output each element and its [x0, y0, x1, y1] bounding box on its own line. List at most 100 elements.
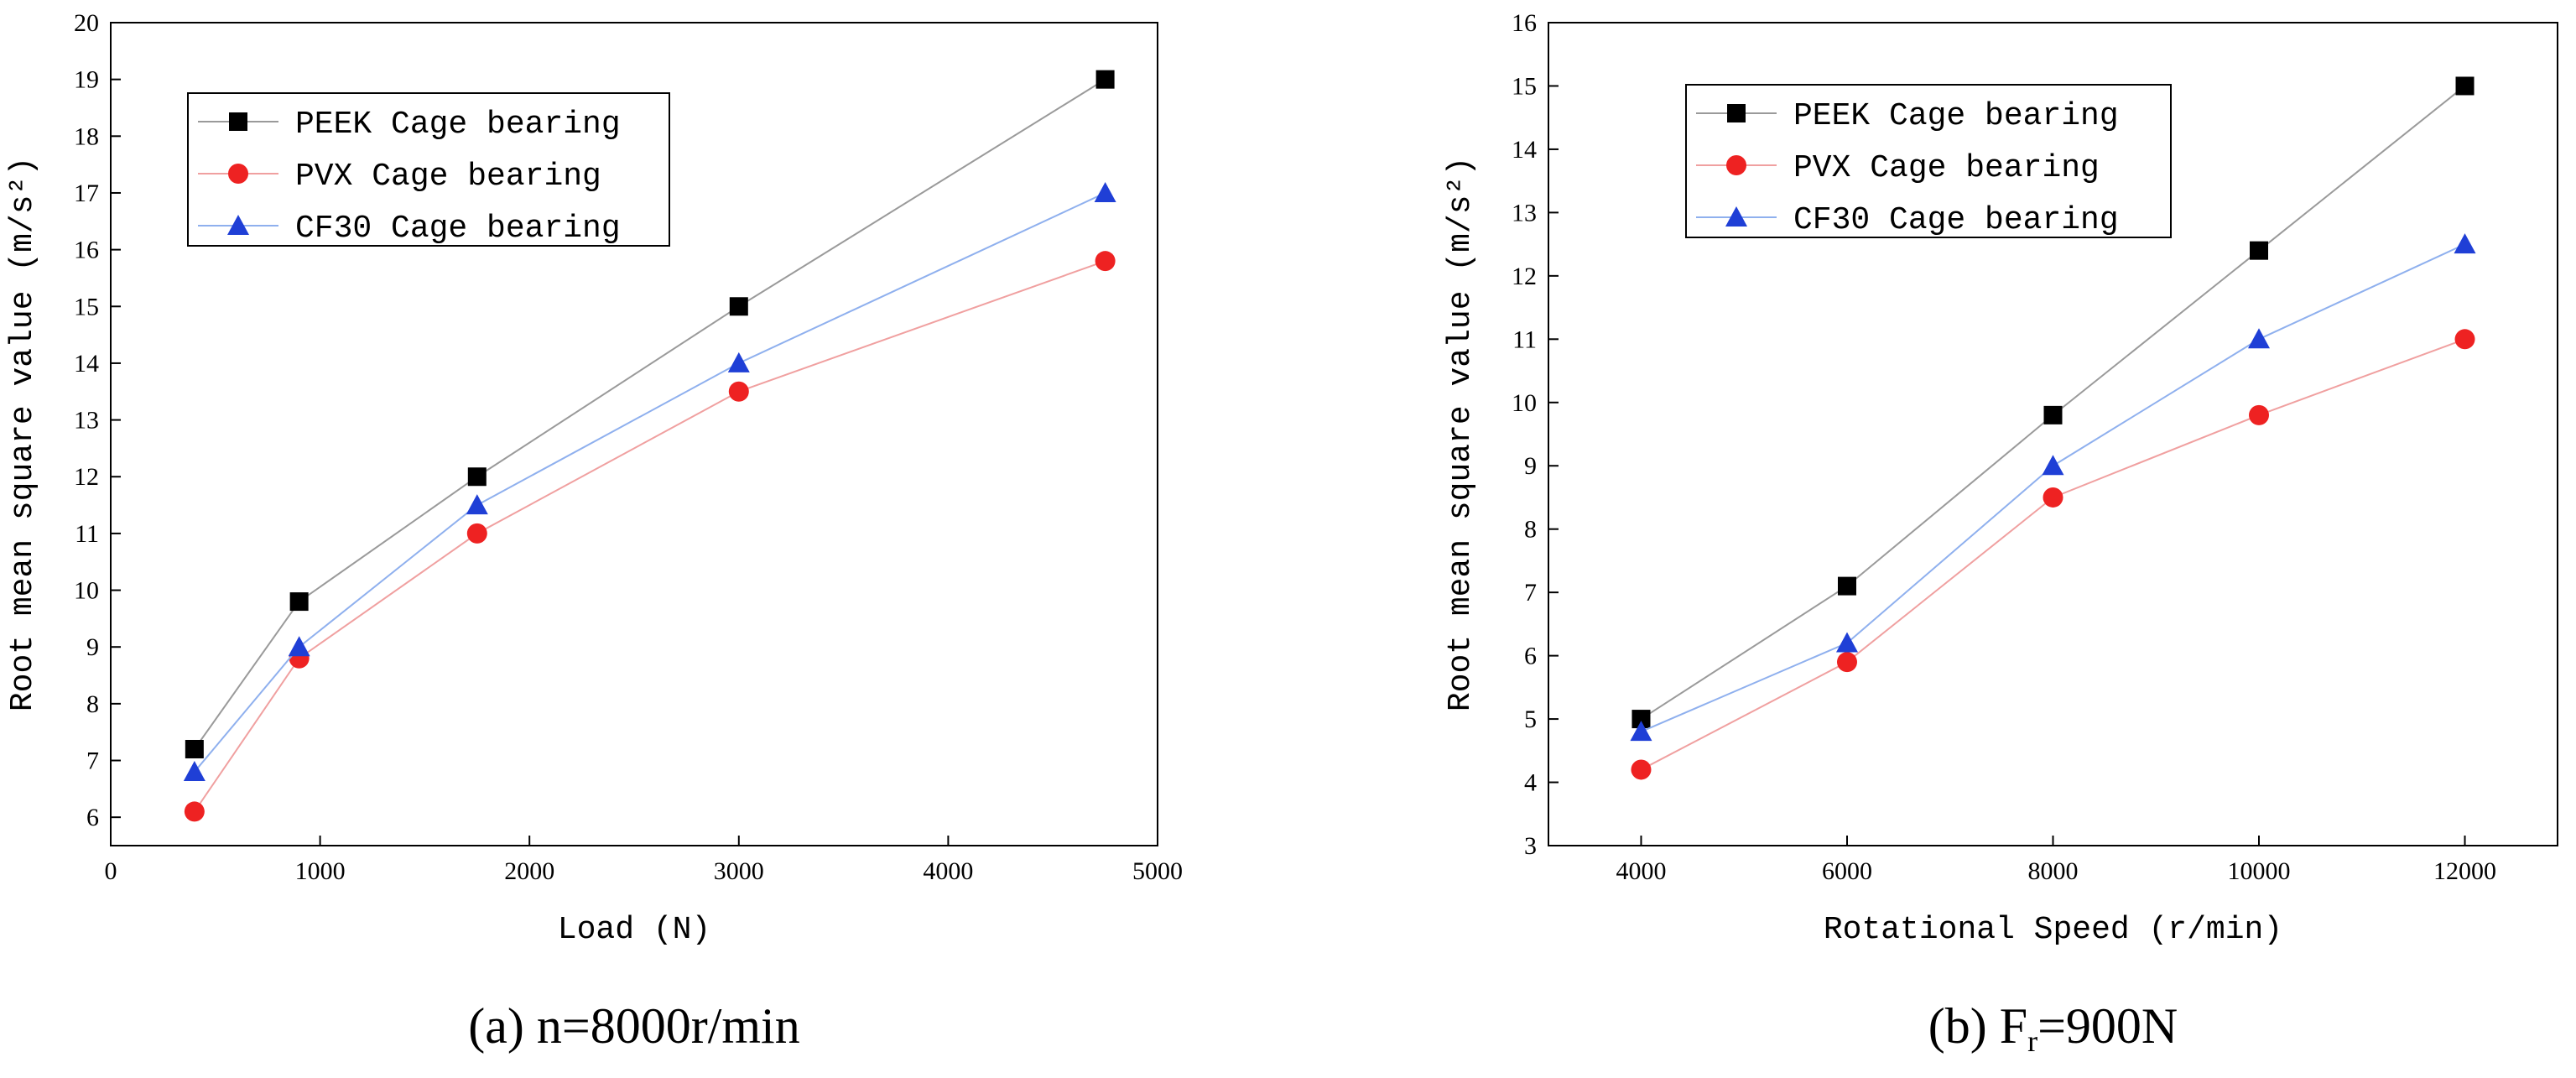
data-point [184, 801, 205, 822]
y-tick-label: 20 [74, 9, 99, 37]
y-tick-label: 9 [1524, 452, 1537, 480]
legend-marker [228, 164, 248, 184]
data-point [1631, 710, 1651, 729]
legend-label: CF30 Cage bearing [1793, 202, 2119, 238]
data-point [729, 297, 748, 316]
data-point [466, 523, 487, 544]
y-tick-label: 16 [74, 237, 99, 264]
chart-b-series [1630, 76, 2476, 780]
chart-b-legend: PEEK Cage bearing PVX Cage bearing CF30 Ca… [1685, 84, 2172, 238]
y-tick-label: 7 [86, 747, 99, 775]
x-tick-label: 10000 [2228, 857, 2291, 885]
data-point [2042, 455, 2064, 476]
data-point [2248, 328, 2271, 349]
data-point [467, 467, 487, 487]
data-point [183, 761, 206, 782]
data-point [2455, 76, 2475, 96]
chart-b-caption-subscript: r [2027, 1024, 2037, 1058]
data-point [2250, 241, 2269, 260]
y-tick-label: 12 [1512, 263, 1537, 290]
data-point [1631, 759, 1652, 780]
y-tick-label: 13 [74, 407, 99, 435]
data-point [1837, 576, 1856, 596]
y-tick-label: 15 [1512, 72, 1537, 100]
y-tick-label: 18 [74, 122, 99, 150]
x-tick-label: 5000 [1132, 857, 1183, 885]
chart-a-x-axis-label: Load (N) [558, 912, 710, 948]
y-tick-label: 3 [1524, 832, 1537, 860]
x-tick-label: 12000 [2433, 857, 2496, 885]
legend-marker [229, 112, 247, 131]
y-tick-label: 10 [1512, 389, 1537, 417]
data-point [1095, 70, 1115, 89]
y-tick-label: 11 [1512, 325, 1537, 353]
legend-label: PVX Cage bearing [295, 159, 601, 195]
y-tick-label: 9 [86, 633, 99, 661]
y-tick-label: 8 [86, 690, 99, 718]
data-point [2249, 404, 2270, 425]
chart-a-legend: PEEK Cage bearing PVX Cage bearing CF30 Ca… [187, 92, 670, 247]
chart-b-x-axis-label: Rotational Speed (r/min) [1824, 912, 2282, 948]
y-tick-label: 13 [1512, 199, 1537, 227]
x-tick-label: 3000 [714, 857, 764, 885]
data-point [2043, 405, 2063, 424]
x-tick-label: 8000 [2028, 857, 2079, 885]
x-tick-label: 1000 [295, 857, 346, 885]
data-point [727, 352, 750, 372]
y-tick-label: 4 [1524, 769, 1537, 797]
data-point [288, 636, 310, 657]
chart-b-y-axis-label: Root mean square value (m/s²) [1443, 157, 1479, 711]
data-point [466, 494, 488, 515]
y-tick-label: 10 [74, 577, 99, 605]
series-line [1641, 338, 2465, 771]
y-tick-label: 14 [74, 350, 99, 378]
data-point [2454, 233, 2476, 254]
legend-label: CF30 Cage bearing [295, 211, 621, 247]
data-point [1836, 652, 1857, 673]
chart-b-ticks: 4000 6000 8000 10000 12000 3 4 5 6 7 8 9 10 11 12 13 14 1… [1512, 9, 2496, 885]
series-line [194, 192, 1106, 773]
legend-label: PEEK Cage bearing [295, 107, 621, 143]
y-tick-label: 14 [1512, 136, 1537, 164]
y-tick-label: 6 [86, 804, 99, 831]
legend-label: PVX Cage bearing [1793, 150, 2100, 186]
y-tick-label: 5 [1524, 706, 1537, 733]
y-tick-label: 6 [1524, 643, 1537, 670]
series-square [1631, 76, 2475, 729]
data-point [1630, 721, 1652, 742]
data-point [1835, 632, 1858, 653]
x-tick-label: 6000 [1822, 857, 1872, 885]
series-circle [1631, 329, 2475, 780]
y-tick-label: 17 [74, 180, 99, 207]
legend-marker [1725, 206, 1747, 227]
legend-marker [1726, 155, 1746, 175]
data-point [728, 381, 749, 402]
y-tick-label: 19 [74, 66, 99, 94]
legend-marker [1727, 104, 1746, 122]
x-tick-label: 2000 [504, 857, 554, 885]
chart-a-legend-box [187, 92, 670, 247]
x-tick-label: 0 [105, 857, 117, 885]
y-tick-label: 7 [1524, 579, 1537, 607]
chart-a-plot-frame [110, 22, 1158, 846]
y-tick-label: 11 [75, 520, 99, 548]
series-triangle [1630, 233, 2476, 742]
chart-a: 0 1000 2000 3000 4000 5000 6 7 8 9 10 11 12 13 14 15 16 1… [5, 9, 1183, 1054]
data-point [185, 739, 204, 758]
x-tick-label: 4000 [923, 857, 973, 885]
chart-a-y-axis-label: Root mean square value (m/s²) [5, 157, 41, 711]
chart-b: 4000 6000 8000 10000 12000 3 4 5 6 7 8 9 10 11 12 13 14 1… [1443, 9, 2558, 1058]
data-point [289, 592, 309, 612]
y-tick-label: 12 [74, 463, 99, 491]
legend-label: PEEK Cage bearing [1793, 98, 2119, 134]
chart-b-caption-main: (b) F [1928, 998, 2027, 1054]
series-square [185, 70, 1115, 758]
chart-b-caption: (b) Fr=900N [1928, 998, 2178, 1058]
legend-marker [227, 215, 249, 235]
series-triangle [183, 181, 1116, 782]
chart-a-caption: (a) n=8000r/min [468, 998, 799, 1054]
y-tick-label: 16 [1512, 9, 1537, 37]
chart-b-caption-tail: =900N [2037, 998, 2178, 1054]
y-tick-label: 15 [74, 293, 99, 320]
